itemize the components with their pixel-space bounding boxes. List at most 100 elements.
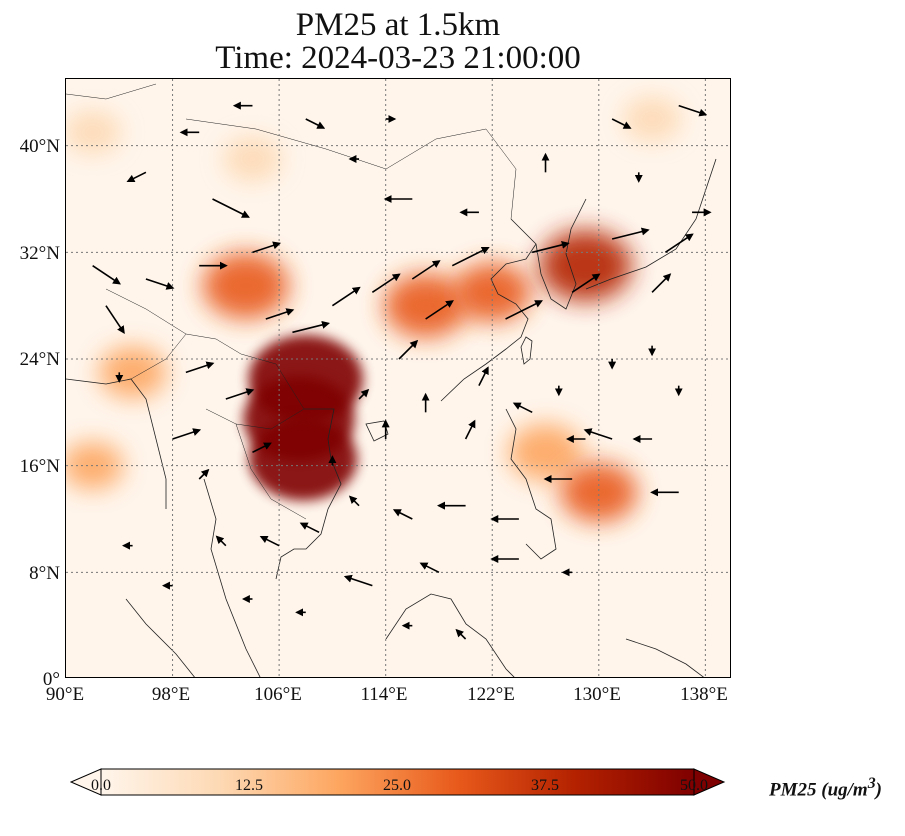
- lat-label-0: 0°: [42, 669, 60, 690]
- chart-title-line-2: Time: 2024-03-23 21:00:00: [215, 40, 581, 76]
- coastline-china: [440, 218, 537, 402]
- wind-vector-17: [651, 273, 672, 293]
- wind-vector-34: [198, 468, 210, 480]
- colorbar-label-superscript: 3: [867, 775, 876, 792]
- lon-label-138e: 138°E: [680, 684, 728, 705]
- wind-vector-1: [105, 305, 125, 334]
- wind-vector-29: [678, 104, 708, 117]
- wind-vector-33: [172, 428, 202, 440]
- wind-vector-60: [343, 574, 373, 587]
- border-2: [205, 408, 305, 430]
- wind-vector-28: [611, 118, 632, 129]
- border-6: [66, 83, 157, 100]
- wind-vector-20: [126, 171, 147, 183]
- lat-label-24n: 24°N: [19, 349, 60, 370]
- pm25-hotspot-13: [66, 442, 124, 490]
- wind-vector-15: [571, 273, 601, 293]
- pm25-hotspot-7: [508, 423, 583, 481]
- wind-vector-14: [532, 241, 570, 254]
- wind-vector-7: [292, 321, 330, 334]
- wind-vector-44: [583, 428, 613, 440]
- wind-vector-6: [265, 308, 295, 320]
- wind-vector-3: [212, 198, 250, 218]
- coastline-sumatra: [125, 598, 195, 677]
- wind-vector-65: [455, 628, 467, 640]
- wind-vector-11: [425, 300, 454, 320]
- map-canvas: [66, 79, 730, 677]
- pm25-hotspot-4: [384, 273, 468, 338]
- pm25-hotspot-10: [223, 136, 282, 182]
- lat-label-8n: 8°N: [29, 563, 60, 584]
- map-background: [66, 79, 730, 677]
- wind-vector-5: [252, 241, 281, 254]
- wind-vector-8: [331, 286, 361, 307]
- lon-label-122e: 122°E: [467, 684, 515, 705]
- coastline-indochina: [275, 408, 342, 580]
- wind-vector-10: [411, 260, 441, 280]
- pm25-hotspot-3: [202, 252, 289, 319]
- colorbar-gradient: [100, 768, 695, 796]
- colorbar-tick-37-5: 37.5: [531, 777, 559, 794]
- wind-vector-37: [398, 339, 419, 360]
- coastline-japan: [585, 158, 717, 290]
- wind-vector-40: [464, 419, 476, 440]
- wind-vectors: [92, 101, 712, 640]
- wind-vector-55: [215, 535, 227, 547]
- pm25-hotspot-8: [560, 462, 638, 522]
- lon-label-90e: 90°E: [45, 684, 85, 705]
- border-5: [185, 118, 517, 220]
- lon-label-98e: 98°E: [151, 684, 191, 705]
- coastline-malay-peninsula: [203, 478, 261, 677]
- coastline-hainan: [365, 420, 389, 442]
- pm25-hotspot-12: [622, 96, 682, 142]
- wind-vector-9: [371, 273, 401, 293]
- wind-vector-54: [259, 535, 280, 547]
- wind-vector-50: [392, 509, 413, 520]
- lon-label-130e: 130°E: [573, 684, 621, 705]
- coastline-taiwan: [520, 336, 533, 365]
- lat-label-32n: 32°N: [19, 243, 60, 264]
- wind-vector-53: [299, 522, 320, 534]
- pm25-hotspot-11: [66, 110, 121, 155]
- colorbar-tick-12-5: 12.5: [235, 777, 263, 794]
- pm25-hotspot-2: [249, 417, 358, 501]
- wind-vector-12: [451, 246, 490, 267]
- coastline-borneo: [385, 593, 515, 677]
- wind-vector-42: [512, 402, 533, 414]
- wind-vector-18: [664, 233, 694, 253]
- map-panel: [65, 78, 731, 678]
- coastlines: [66, 83, 717, 677]
- pm25-field: [66, 96, 682, 522]
- colorbar-tick-50: 50.0: [680, 777, 708, 794]
- pm25-hotspot-6: [539, 230, 632, 302]
- colorbar: [70, 768, 726, 796]
- lon-label-106e: 106°E: [254, 684, 302, 705]
- colorbar-tick-0: 0.0: [91, 777, 111, 794]
- border-3: [235, 423, 307, 520]
- wind-vector-2: [145, 278, 175, 290]
- coastline-bay-of-bengal: [66, 378, 167, 509]
- colorbar-tick-25: 25.0: [383, 777, 411, 794]
- lat-label-16n: 16°N: [19, 456, 60, 477]
- wind-vector-61: [419, 562, 440, 574]
- gridlines: [66, 79, 730, 677]
- wind-vector-35: [252, 442, 272, 454]
- chart-title-line-1: PM25 at 1.5km: [295, 7, 501, 43]
- wind-vector-36: [358, 388, 370, 400]
- wind-vector-23: [305, 118, 326, 129]
- colorbar-label-text: PM25 (ug/m: [769, 779, 868, 801]
- coastline-new-guinea: [625, 638, 705, 677]
- pm25-hotspot-9: [98, 346, 167, 399]
- colorbar-label-close: ): [875, 779, 882, 801]
- coastline-korea: [535, 198, 587, 310]
- lat-label-40n: 40°N: [19, 136, 60, 157]
- coastline-philippines: [505, 408, 557, 560]
- wind-vector-31: [185, 361, 215, 374]
- wind-vector-51: [348, 495, 360, 507]
- colorbar-extend-high: [693, 768, 726, 796]
- wind-vector-32: [225, 388, 255, 400]
- lon-label-114e: 114°E: [360, 684, 408, 705]
- colorbar-label: PM25 (ug/m3): [769, 775, 882, 801]
- wind-vector-0: [92, 265, 121, 285]
- wind-vector-13: [505, 300, 543, 320]
